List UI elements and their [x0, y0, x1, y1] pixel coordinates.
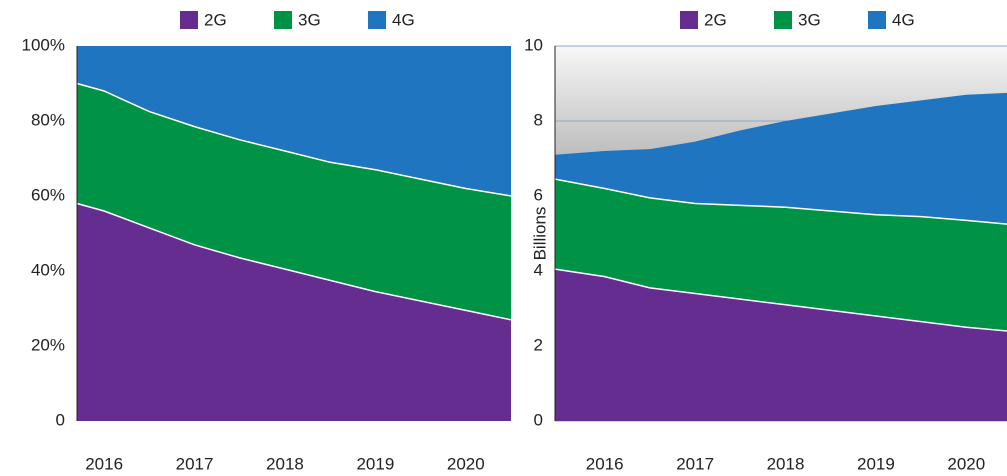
x-tick-label: 2018	[767, 454, 805, 473]
legend-swatch	[680, 11, 698, 29]
area	[77, 46, 511, 196]
legend-label: 4G	[892, 10, 915, 29]
y-tick-label: 0	[56, 410, 65, 429]
x-tick-label: 2018	[266, 454, 304, 473]
legend-swatch	[368, 11, 386, 29]
y-tick-label: 100%	[22, 35, 65, 54]
legend-label: 3G	[798, 10, 821, 29]
series-separator	[76, 82, 512, 197]
area	[555, 92, 1007, 225]
x-tick-label: 2017	[676, 454, 714, 473]
x-tick-label: 2020	[447, 454, 485, 473]
legend-label: 2G	[204, 10, 227, 29]
y-tick-label: 20%	[31, 335, 65, 354]
x-tick-label: 2019	[857, 454, 895, 473]
series-separator	[554, 268, 1007, 332]
y-tick-label: 0	[534, 410, 543, 429]
y-tick-label: 2	[534, 335, 543, 354]
x-tick-label: 2017	[176, 454, 214, 473]
x-tick-label: 2016	[586, 454, 624, 473]
area	[555, 179, 1007, 331]
y-tick-label: 40%	[31, 260, 65, 279]
y-axis-label: Billions	[530, 207, 549, 261]
x-tick-label: 2020	[947, 454, 985, 473]
legend-label: 4G	[392, 10, 415, 29]
x-tick-label: 2019	[356, 454, 394, 473]
legend-label: 3G	[298, 10, 321, 29]
y-tick-label: 4	[534, 260, 543, 279]
area	[77, 203, 511, 421]
y-tick-label: 60%	[31, 185, 65, 204]
area	[555, 269, 1007, 421]
y-tick-label: 8	[534, 110, 543, 129]
legend-swatch	[180, 11, 198, 29]
y-tick-label: 10	[524, 35, 543, 54]
legend-swatch	[774, 11, 792, 29]
x-tick-label: 2016	[85, 454, 123, 473]
y-tick-label: 6	[534, 185, 543, 204]
legend-label: 2G	[704, 10, 727, 29]
series-separator	[76, 202, 512, 321]
area	[77, 83, 511, 320]
y-tick-label: 80%	[31, 110, 65, 129]
legend-swatch	[274, 11, 292, 29]
legend-swatch	[868, 11, 886, 29]
series-separator	[554, 178, 1007, 225]
